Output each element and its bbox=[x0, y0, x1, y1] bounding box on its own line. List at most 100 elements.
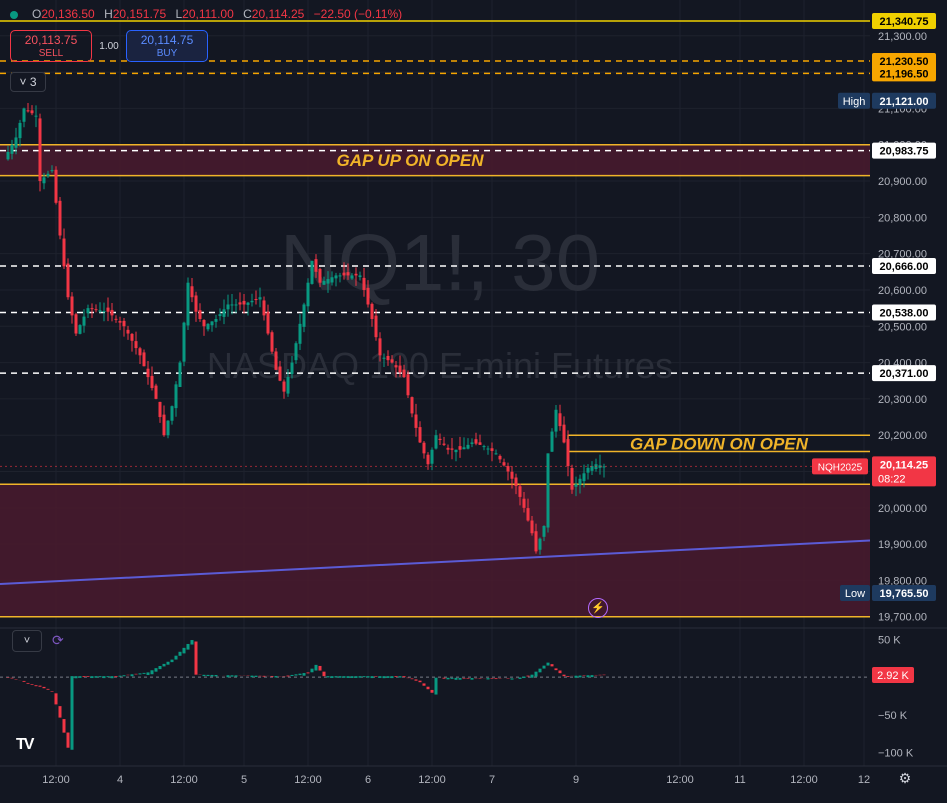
symbol-description-watermark: NASDAQ 100 E-mini Futures bbox=[207, 345, 673, 386]
candle-body bbox=[474, 439, 478, 444]
price-axis-label: 20,800.00 bbox=[878, 212, 927, 224]
candle-body bbox=[290, 362, 294, 375]
zone-label: GAP UP ON OPEN bbox=[336, 151, 484, 170]
candle-body bbox=[134, 341, 138, 349]
candle-body bbox=[218, 314, 222, 317]
time-axis-label: 6 bbox=[365, 774, 371, 786]
volume-axis-label: 50 K bbox=[878, 635, 901, 647]
buy-button[interactable]: 20,114.75 BUY bbox=[126, 30, 208, 62]
candle-body bbox=[326, 279, 330, 284]
ohlc-high: 20,151.75 bbox=[112, 7, 167, 21]
time-axis-label: 5 bbox=[241, 774, 247, 786]
candle-body bbox=[478, 442, 482, 445]
low-tag: Low bbox=[845, 588, 865, 600]
contract-symbol-tag: NQH2025 bbox=[818, 462, 863, 473]
candle-body bbox=[342, 272, 346, 276]
candle-body bbox=[114, 318, 118, 320]
candle-body bbox=[210, 321, 214, 326]
time-axis-label: 11 bbox=[734, 774, 745, 786]
low-price-tag: 19,765.50 bbox=[880, 588, 929, 600]
candle-body bbox=[322, 280, 326, 285]
volume-current-tag: 2.92 K bbox=[877, 670, 909, 682]
candle-body bbox=[518, 486, 522, 497]
candle-body bbox=[90, 308, 94, 310]
candle-body bbox=[294, 343, 298, 361]
level-price-tag: 20,371.00 bbox=[880, 368, 929, 380]
candle-body bbox=[402, 369, 406, 378]
candle-body bbox=[450, 448, 454, 450]
high-price-tag-bg bbox=[872, 92, 936, 109]
collapse-indicators-button[interactable]: ˅ 3 bbox=[10, 72, 46, 92]
candle-body bbox=[434, 435, 438, 449]
candle-body bbox=[558, 413, 562, 427]
candle-body bbox=[522, 498, 526, 508]
zone-0 bbox=[0, 144, 870, 176]
price-axis-label: 19,900.00 bbox=[878, 539, 927, 551]
candle-body bbox=[406, 374, 410, 396]
low-tag-bg bbox=[840, 584, 870, 601]
ohlc-open: 20,136.50 bbox=[41, 7, 95, 21]
candle-body bbox=[270, 332, 274, 352]
candle-body bbox=[378, 338, 382, 356]
candle-body bbox=[26, 110, 30, 112]
candle-body bbox=[346, 272, 350, 276]
time-axis-label: 12:00 bbox=[294, 774, 322, 786]
candle-body bbox=[542, 525, 546, 537]
price-axis-label: 19,800.00 bbox=[878, 575, 927, 587]
candle-body bbox=[162, 414, 166, 436]
price-axis-label: 20,200.00 bbox=[878, 430, 927, 442]
indicator-pane-toggle[interactable]: ˅ bbox=[12, 630, 42, 652]
alert-bolt-icon[interactable]: ⚡ bbox=[588, 598, 608, 618]
level-price-tag-bg bbox=[872, 365, 936, 382]
candle-body bbox=[130, 333, 134, 341]
candle-body bbox=[446, 447, 450, 450]
candle-body bbox=[498, 455, 502, 460]
candle-body bbox=[410, 397, 414, 414]
candle-body bbox=[430, 449, 434, 464]
candle-body bbox=[398, 365, 402, 373]
candle-body bbox=[418, 427, 422, 443]
candle-body bbox=[502, 462, 506, 466]
candle-body bbox=[202, 320, 206, 327]
candle-body bbox=[358, 275, 362, 278]
candle-body bbox=[170, 406, 174, 421]
candle-body bbox=[550, 431, 554, 452]
candle-body bbox=[226, 304, 230, 310]
candle-body bbox=[442, 443, 446, 445]
candle-body bbox=[62, 238, 66, 267]
candle-body bbox=[166, 420, 170, 436]
candle-body bbox=[22, 108, 26, 122]
candle-body bbox=[54, 169, 58, 203]
trend-line bbox=[0, 539, 871, 586]
bar-countdown: 08:22 bbox=[878, 473, 906, 485]
candle-body bbox=[426, 454, 430, 465]
candle-body bbox=[370, 303, 374, 319]
sell-button[interactable]: 20,113.75 SELL bbox=[10, 30, 92, 62]
gear-icon[interactable]: ⚙ bbox=[898, 770, 912, 786]
time-axis-label: 12 bbox=[858, 774, 870, 786]
candle-body bbox=[246, 302, 250, 305]
price-axis-label: 20,500.00 bbox=[878, 321, 927, 333]
time-axis-label: 12:00 bbox=[418, 774, 446, 786]
candle-body bbox=[282, 381, 286, 392]
candle-body bbox=[6, 151, 10, 160]
spread-value: 1.00 bbox=[99, 40, 119, 52]
candle-body bbox=[258, 297, 262, 300]
candle-body bbox=[338, 275, 342, 277]
refresh-icon[interactable]: ⟳ bbox=[52, 632, 64, 648]
candle-body bbox=[102, 311, 106, 313]
candle-body bbox=[278, 366, 282, 381]
candle-body bbox=[334, 275, 338, 279]
candle-body bbox=[10, 144, 14, 154]
tradingview-logo-icon[interactable]: TV bbox=[16, 736, 35, 753]
high-tag: High bbox=[843, 96, 866, 108]
candle-body bbox=[538, 538, 542, 550]
candle-body bbox=[310, 260, 314, 284]
time-axis-label: 4 bbox=[117, 774, 123, 786]
candle-body bbox=[234, 304, 238, 306]
volume-current-tag-bg bbox=[872, 666, 914, 683]
candle-body bbox=[386, 355, 390, 361]
candle-body bbox=[250, 300, 254, 303]
candle-body bbox=[314, 259, 318, 272]
